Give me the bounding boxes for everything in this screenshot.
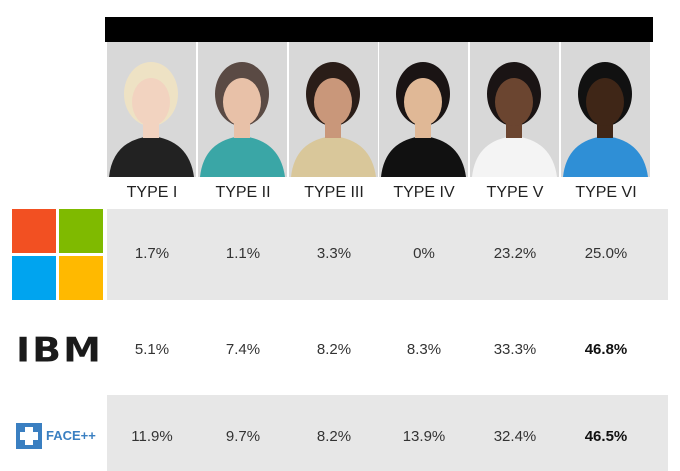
- faceplusplus-icon: [16, 423, 42, 449]
- portrait: [379, 42, 468, 177]
- portrait: [470, 42, 559, 177]
- value-cell: 8.3%: [406, 341, 442, 358]
- ibm-logo: IBM: [16, 330, 103, 370]
- value-cell: 11.9%: [131, 428, 173, 445]
- value-cell: 1.1%: [225, 245, 261, 262]
- column-header: TYPE V: [486, 184, 544, 201]
- portrait: [198, 42, 287, 177]
- value-cell: 13.9%: [402, 428, 446, 445]
- column-header: TYPE III: [304, 184, 364, 201]
- value-cell: 1.7%: [134, 245, 170, 262]
- portrait: [107, 42, 196, 177]
- value-cell: 46.8%: [584, 341, 628, 358]
- value-cell: 32.4%: [493, 428, 537, 445]
- value-cell: 5.1%: [134, 341, 170, 358]
- value-cell: 25.0%: [584, 245, 628, 262]
- value-cell: 23.2%: [493, 245, 537, 262]
- value-cell: 46.5%: [584, 428, 628, 445]
- microsoft-logo: [12, 209, 103, 300]
- value-cell: 7.4%: [225, 341, 261, 358]
- value-cell: 9.7%: [225, 428, 261, 445]
- value-cell: 33.3%: [493, 341, 537, 358]
- faceplusplus-logo: FACE++: [46, 428, 96, 443]
- value-cell: 8.2%: [316, 341, 352, 358]
- value-cell: 0%: [413, 245, 435, 262]
- value-cell: 3.3%: [316, 245, 352, 262]
- row-bg: [107, 395, 668, 471]
- column-header: TYPE IV: [393, 184, 455, 201]
- column-header: TYPE VI: [575, 184, 637, 201]
- column-header: TYPE I: [126, 184, 178, 201]
- column-header: TYPE II: [215, 184, 271, 201]
- row-bg: [107, 209, 668, 300]
- value-cell: 8.2%: [316, 428, 352, 445]
- header-bar: [105, 17, 653, 42]
- portrait: [561, 42, 650, 177]
- portrait: [289, 42, 378, 177]
